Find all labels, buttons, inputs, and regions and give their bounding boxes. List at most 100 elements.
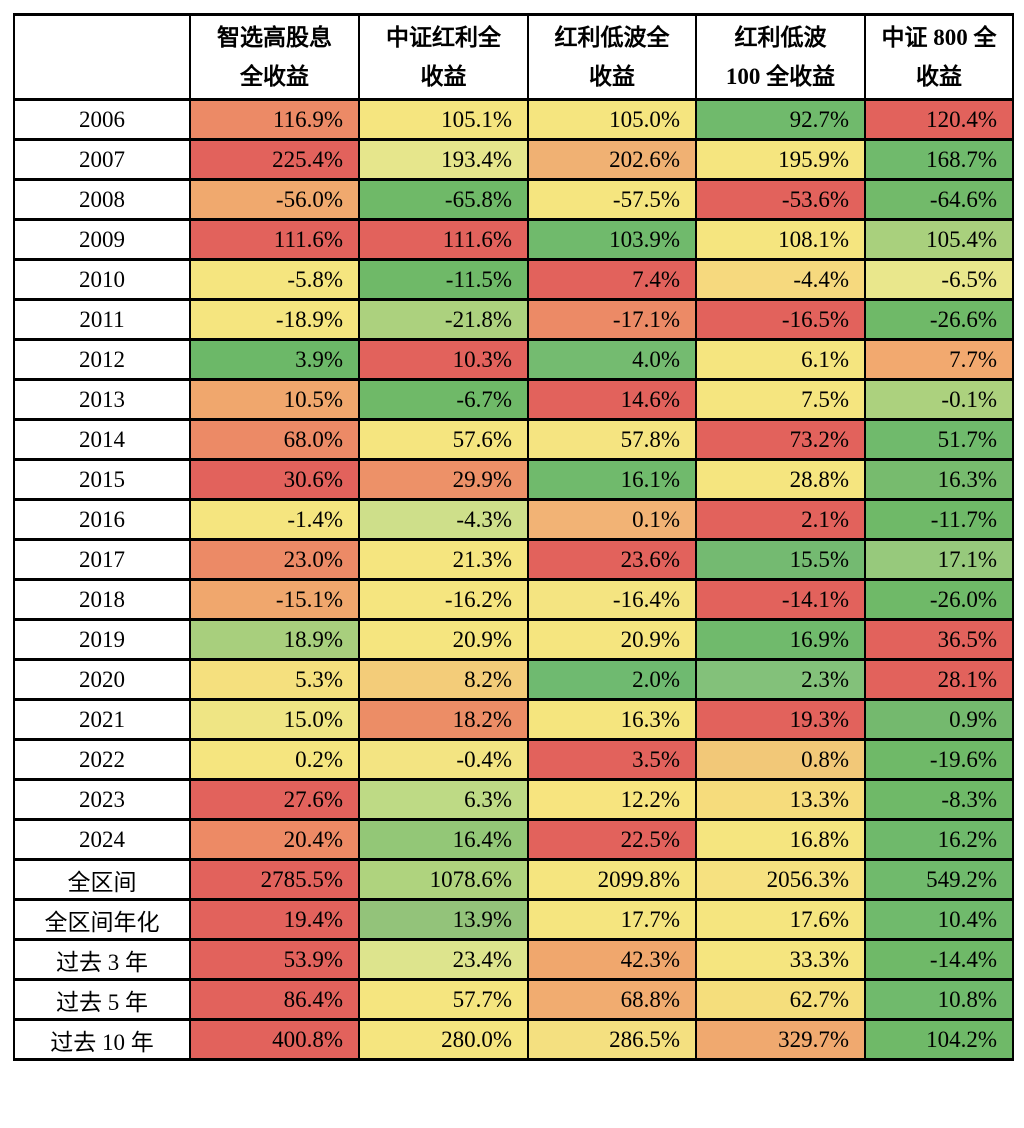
table-row: 2024 20.4% 16.4% 22.5% 16.8% 16.2%: [13, 818, 1014, 862]
value-cell: -6.5%: [864, 258, 1014, 302]
value-cell: 2785.5%: [189, 858, 360, 902]
value-cell: 15.5%: [695, 538, 866, 582]
value-cell: 10.3%: [358, 338, 529, 382]
table-row: 2009 111.6% 111.6% 103.9% 108.1% 105.4%: [13, 218, 1014, 262]
value-cell: -4.4%: [695, 258, 866, 302]
row-label: 2019: [13, 618, 191, 662]
column-header-0: 智选高股息 全收益: [189, 12, 360, 102]
value-cell: 16.3%: [864, 458, 1014, 502]
value-cell: 16.2%: [864, 818, 1014, 862]
value-cell: 0.1%: [527, 498, 697, 542]
value-cell: 286.5%: [527, 1018, 697, 1062]
value-cell: 16.9%: [695, 618, 866, 662]
row-label: 过去 5 年: [13, 978, 191, 1022]
value-cell: 104.2%: [864, 1018, 1014, 1062]
table-row: 过去 5 年 86.4% 57.7% 68.8% 62.7% 10.8%: [13, 978, 1014, 1022]
table-row: 2013 10.5% -6.7% 14.6% 7.5% -0.1%: [13, 378, 1014, 422]
value-cell: -26.0%: [864, 578, 1014, 622]
value-cell: -19.6%: [864, 738, 1014, 782]
value-cell: 17.1%: [864, 538, 1014, 582]
value-cell: 22.5%: [527, 818, 697, 862]
value-cell: 6.3%: [358, 778, 529, 822]
row-label: 2007: [13, 138, 191, 182]
value-cell: -5.8%: [189, 258, 360, 302]
row-label: 2013: [13, 378, 191, 422]
table-row: 2011 -18.9% -21.8% -17.1% -16.5% -26.6%: [13, 298, 1014, 342]
value-cell: 13.3%: [695, 778, 866, 822]
value-cell: 57.7%: [358, 978, 529, 1022]
table-row: 2015 30.6% 29.9% 16.1% 28.8% 16.3%: [13, 458, 1014, 502]
value-cell: 168.7%: [864, 138, 1014, 182]
row-label: 2015: [13, 458, 191, 502]
value-cell: -11.5%: [358, 258, 529, 302]
row-label: 2009: [13, 218, 191, 262]
table-row: 2020 5.3% 8.2% 2.0% 2.3% 28.1%: [13, 658, 1014, 702]
value-cell: 111.6%: [358, 218, 529, 262]
row-label: 2022: [13, 738, 191, 782]
value-cell: 33.3%: [695, 938, 866, 982]
value-cell: -17.1%: [527, 298, 697, 342]
value-cell: 329.7%: [695, 1018, 866, 1062]
value-cell: -56.0%: [189, 178, 360, 222]
value-cell: 549.2%: [864, 858, 1014, 902]
value-cell: 105.4%: [864, 218, 1014, 262]
table-row: 2022 0.2% -0.4% 3.5% 0.8% -19.6%: [13, 738, 1014, 782]
value-cell: 0.2%: [189, 738, 360, 782]
value-cell: 2.1%: [695, 498, 866, 542]
value-cell: 6.1%: [695, 338, 866, 382]
row-label: 2020: [13, 658, 191, 702]
value-cell: -16.5%: [695, 298, 866, 342]
value-cell: 16.8%: [695, 818, 866, 862]
table-row: 2021 15.0% 18.2% 16.3% 19.3% 0.9%: [13, 698, 1014, 742]
value-cell: 3.5%: [527, 738, 697, 782]
value-cell: 68.0%: [189, 418, 360, 462]
value-cell: 19.4%: [189, 898, 360, 942]
value-cell: 92.7%: [695, 98, 866, 142]
value-cell: 7.7%: [864, 338, 1014, 382]
value-cell: 57.8%: [527, 418, 697, 462]
table-row: 过去 3 年 53.9% 23.4% 42.3% 33.3% -14.4%: [13, 938, 1014, 982]
value-cell: 29.9%: [358, 458, 529, 502]
value-cell: -15.1%: [189, 578, 360, 622]
value-cell: 8.2%: [358, 658, 529, 702]
value-cell: 400.8%: [189, 1018, 360, 1062]
table-row: 全区间年化 19.4% 13.9% 17.7% 17.6% 10.4%: [13, 898, 1014, 942]
row-label: 全区间年化: [13, 898, 191, 942]
value-cell: 12.2%: [527, 778, 697, 822]
value-cell: -53.6%: [695, 178, 866, 222]
value-cell: 10.8%: [864, 978, 1014, 1022]
value-cell: 86.4%: [189, 978, 360, 1022]
row-label: 2010: [13, 258, 191, 302]
row-label: 2011: [13, 298, 191, 342]
row-label: 2018: [13, 578, 191, 622]
returns-heatmap: 智选高股息 全收益 中证红利全 收益 红利低波全 收益 红利低波 100 全收益 中证 …: [13, 12, 1014, 1062]
value-cell: 16.3%: [527, 698, 697, 742]
value-cell: 17.6%: [695, 898, 866, 942]
table-row: 过去 10 年 400.8% 280.0% 286.5% 329.7% 104.2%: [13, 1018, 1014, 1062]
value-cell: -16.2%: [358, 578, 529, 622]
value-cell: -0.4%: [358, 738, 529, 782]
value-cell: 53.9%: [189, 938, 360, 982]
value-cell: 23.0%: [189, 538, 360, 582]
value-cell: 2.0%: [527, 658, 697, 702]
value-cell: 202.6%: [527, 138, 697, 182]
row-label: 2008: [13, 178, 191, 222]
returns-table-body: 2006 116.9% 105.1% 105.0% 92.7% 120.4% 2007 225…: [13, 98, 1014, 1062]
table-row: 2007 225.4% 193.4% 202.6% 195.9% 168.7%: [13, 138, 1014, 182]
value-cell: 193.4%: [358, 138, 529, 182]
value-cell: 0.9%: [864, 698, 1014, 742]
table-row: 2017 23.0% 21.3% 23.6% 15.5% 17.1%: [13, 538, 1014, 582]
table-row: 2008 -56.0% -65.8% -57.5% -53.6% -64.6%: [13, 178, 1014, 222]
value-cell: 105.0%: [527, 98, 697, 142]
value-cell: 18.9%: [189, 618, 360, 662]
value-cell: 20.9%: [358, 618, 529, 662]
corner-cell: [13, 12, 191, 102]
value-cell: 4.0%: [527, 338, 697, 382]
value-cell: 73.2%: [695, 418, 866, 462]
value-cell: 10.4%: [864, 898, 1014, 942]
table-row: 2012 3.9% 10.3% 4.0% 6.1% 7.7%: [13, 338, 1014, 382]
value-cell: 1078.6%: [358, 858, 529, 902]
value-cell: 30.6%: [189, 458, 360, 502]
value-cell: 280.0%: [358, 1018, 529, 1062]
row-label: 2021: [13, 698, 191, 742]
